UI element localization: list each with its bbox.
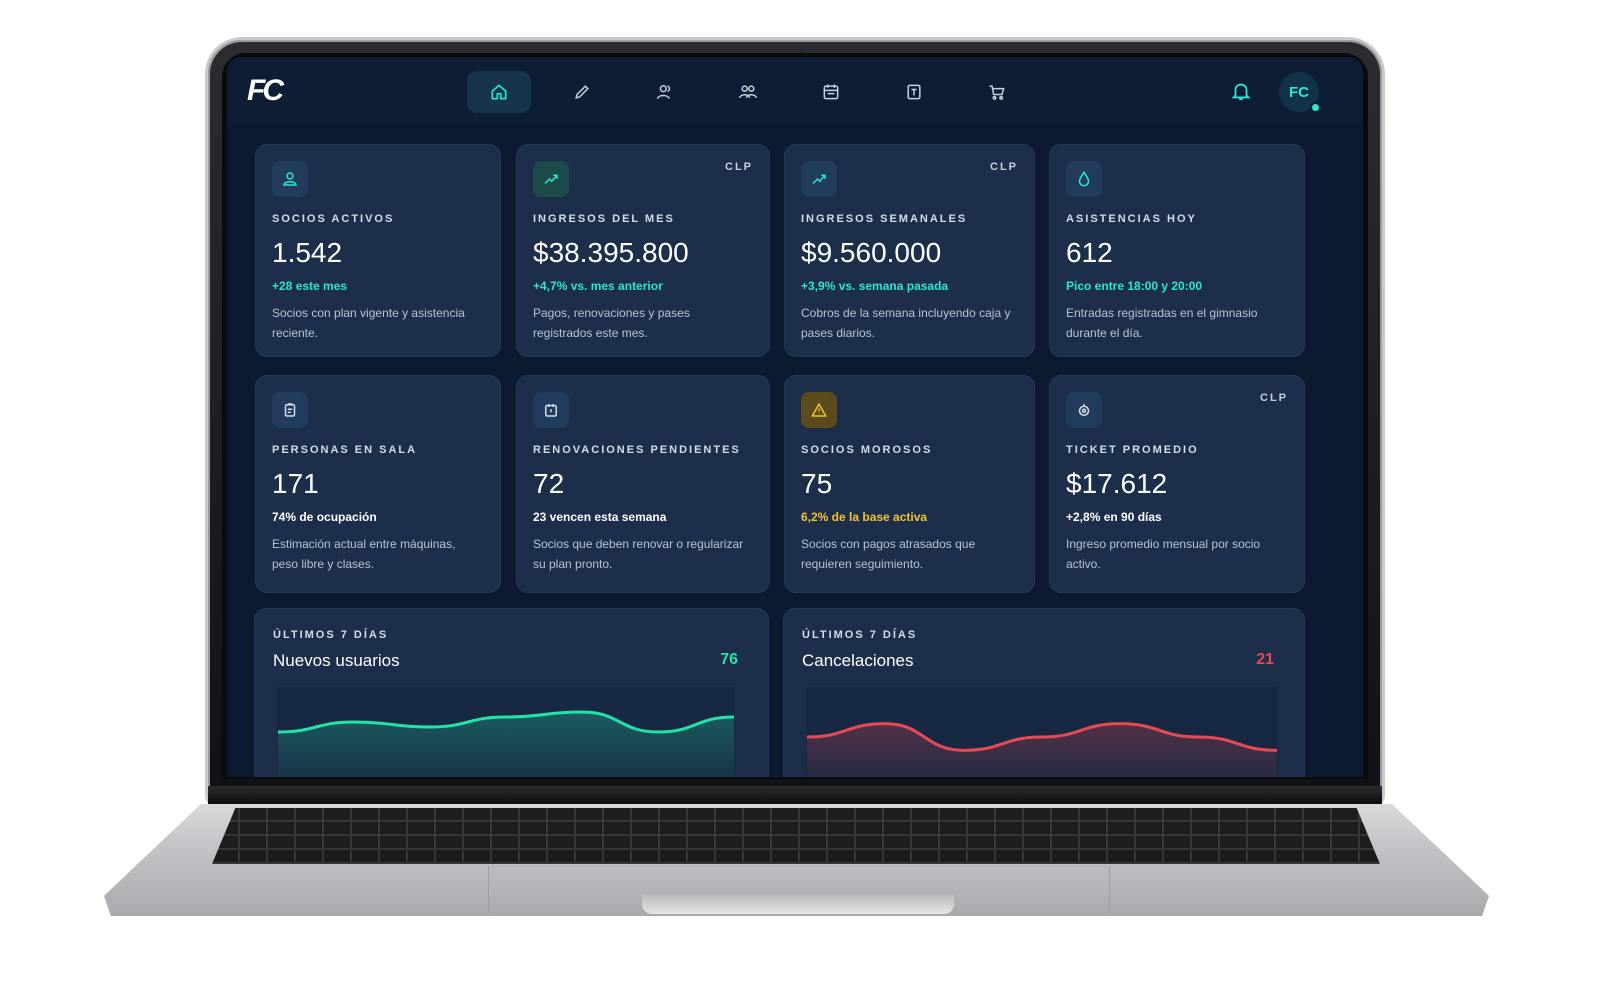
target-icon bbox=[1078, 404, 1090, 416]
user-icon bbox=[283, 172, 297, 186]
currency-tag: CLP bbox=[990, 161, 1018, 173]
currency-tag: CLP bbox=[725, 161, 753, 173]
card-description: Pagos, renovaciones y pases registrados … bbox=[533, 306, 690, 340]
home-icon bbox=[491, 84, 507, 100]
card-description: Socios que deben renovar o regularizar s… bbox=[533, 537, 744, 571]
card-delta: +4,7% vs. mes anterior bbox=[533, 279, 663, 293]
card-icon-box bbox=[533, 161, 569, 197]
card-ingresos-mes[interactable]: CLP INGRESOS DEL MES $38.395.800 +4,7% v… bbox=[516, 144, 770, 357]
panel-subtitle: ÚLTIMOS 7 DÍAS bbox=[273, 629, 389, 641]
top-navbar: FC FC bbox=[227, 57, 1363, 125]
bell-icon[interactable] bbox=[1230, 80, 1252, 102]
new-users-line-chart bbox=[277, 687, 735, 777]
users-icon bbox=[738, 85, 758, 99]
card-renovaciones-pendientes[interactable]: RENOVACIONES PENDIENTES 72 23 vencen est… bbox=[516, 375, 770, 593]
app-logo[interactable]: FC bbox=[247, 74, 284, 107]
panel-title: Cancelaciones bbox=[802, 651, 914, 670]
laptop-hinge bbox=[208, 786, 1382, 804]
nav-members[interactable] bbox=[716, 71, 780, 113]
chart-series-line bbox=[806, 722, 1278, 752]
calendar-icon bbox=[823, 84, 839, 100]
drop-icon bbox=[1078, 170, 1090, 187]
chart-area bbox=[278, 712, 734, 777]
card-asistencias-hoy[interactable]: ASISTENCIAS HOY 612 Pico entre 18:00 y 2… bbox=[1049, 144, 1305, 357]
card-description: Socios con plan vigente y asistencia rec… bbox=[272, 306, 465, 340]
card-value: 612 bbox=[1066, 237, 1113, 268]
main-nav bbox=[467, 71, 1048, 113]
card-icon-box bbox=[1066, 392, 1102, 428]
user-icon bbox=[656, 85, 671, 99]
card-description: Cobros de la semana incluyendo caja y pa… bbox=[801, 306, 1011, 340]
card-description: Estimación actual entre máquinas, peso l… bbox=[272, 537, 456, 571]
nav-reports[interactable] bbox=[882, 71, 946, 113]
card-label: SOCIOS ACTIVOS bbox=[272, 213, 395, 225]
card-icon-box bbox=[801, 392, 837, 428]
card-icon-box bbox=[533, 392, 569, 428]
card-label: PERSONAS EN SALA bbox=[272, 444, 418, 456]
pencil-icon bbox=[575, 85, 589, 99]
card-description: Socios con pagos atrasados que requieren… bbox=[801, 537, 976, 571]
nav-member[interactable] bbox=[633, 71, 697, 113]
card-label: INGRESOS DEL MES bbox=[533, 213, 675, 225]
panel-subtitle: ÚLTIMOS 7 DÍAS bbox=[802, 629, 918, 641]
card-description: Entradas registradas en el gimnasio dura… bbox=[1066, 306, 1258, 340]
card-label: SOCIOS MOROSOS bbox=[801, 444, 933, 456]
card-label: INGRESOS SEMANALES bbox=[801, 213, 968, 225]
clipboard-icon bbox=[284, 403, 296, 417]
card-value: $9.560.000 bbox=[801, 237, 942, 268]
trend-up-icon bbox=[544, 174, 558, 185]
avatar[interactable]: FC bbox=[1279, 72, 1319, 112]
card-socios-activos[interactable]: SOCIOS ACTIVOS 1.542 +28 este mes Socios… bbox=[255, 144, 501, 357]
card-icon-box bbox=[801, 161, 837, 197]
card-description: Ingreso promedio mensual por socio activ… bbox=[1066, 537, 1261, 571]
panel-total: 21 bbox=[1256, 651, 1274, 668]
card-value: 75 bbox=[801, 468, 833, 499]
card-ticket-promedio[interactable]: CLP TICKET PROMEDIO $17.612 +2,8% en 90 … bbox=[1049, 375, 1305, 593]
panel-nuevos-usuarios[interactable]: ÚLTIMOS 7 DÍAS Nuevos usuarios 76 bbox=[254, 608, 769, 777]
card-delta: Pico entre 18:00 y 20:00 bbox=[1066, 279, 1203, 293]
card-personas-en-sala[interactable]: PERSONAS EN SALA 171 74% de ocupación Es… bbox=[255, 375, 501, 593]
panel-total: 76 bbox=[720, 651, 738, 668]
nav-edit[interactable] bbox=[550, 71, 614, 113]
webcam bbox=[799, 47, 804, 52]
card-label: RENOVACIONES PENDIENTES bbox=[533, 444, 741, 456]
laptop-front-notch bbox=[642, 894, 954, 914]
card-delta: +3,9% vs. semana pasada bbox=[801, 279, 949, 293]
app-screen: FC FC bbox=[227, 57, 1363, 777]
keyboard bbox=[212, 808, 1380, 864]
trackpad bbox=[488, 866, 1110, 913]
panel-cancelaciones[interactable]: ÚLTIMOS 7 DÍAS Cancelaciones 21 bbox=[783, 608, 1305, 777]
nav-home[interactable] bbox=[467, 71, 531, 113]
card-icon-box bbox=[272, 161, 308, 197]
card-delta: 74% de ocupación bbox=[272, 510, 377, 524]
card-value: $38.395.800 bbox=[533, 237, 689, 268]
cart-icon bbox=[989, 85, 1005, 100]
document-icon bbox=[907, 84, 921, 100]
card-label: TICKET PROMEDIO bbox=[1066, 444, 1199, 456]
card-value: $17.612 bbox=[1066, 468, 1168, 499]
currency-tag: CLP bbox=[1260, 392, 1288, 404]
card-socios-morosos[interactable]: SOCIOS MOROSOS 75 6,2% de la base activa… bbox=[784, 375, 1035, 593]
online-status-dot bbox=[1310, 102, 1321, 113]
calendar-check-icon bbox=[545, 404, 557, 417]
card-label: ASISTENCIAS HOY bbox=[1066, 213, 1197, 225]
warning-icon bbox=[811, 403, 827, 417]
card-value: 1.542 bbox=[272, 237, 343, 268]
card-delta: 23 vencen esta semana bbox=[533, 510, 667, 524]
card-delta: +28 este mes bbox=[272, 279, 348, 293]
nav-shop[interactable] bbox=[965, 71, 1029, 113]
nav-calendar[interactable] bbox=[799, 71, 863, 113]
card-delta: +2,8% en 90 días bbox=[1066, 510, 1162, 524]
cancellations-line-chart bbox=[806, 687, 1278, 777]
card-ingresos-semanales[interactable]: CLP INGRESOS SEMANALES $9.560.000 +3,9% … bbox=[784, 144, 1035, 357]
trend-up-icon bbox=[812, 174, 826, 185]
panel-title: Nuevos usuarios bbox=[273, 651, 400, 670]
card-value: 171 bbox=[272, 468, 319, 499]
card-value: 72 bbox=[533, 468, 565, 499]
card-delta: 6,2% de la base activa bbox=[801, 510, 928, 524]
card-icon-box bbox=[1066, 161, 1102, 197]
card-icon-box bbox=[272, 392, 308, 428]
